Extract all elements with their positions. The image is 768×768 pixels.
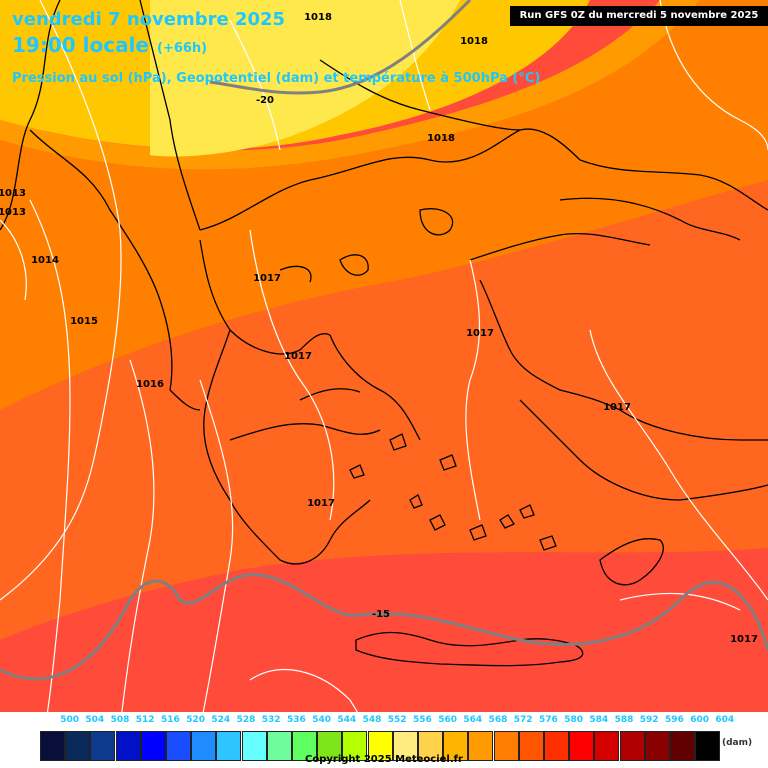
forecast-lead-time: (+66h) (157, 41, 208, 56)
legend-label: 536 (286, 715, 306, 725)
legend-swatch (443, 731, 469, 761)
temperature-label: -20 (256, 95, 274, 106)
isotherms (0, 0, 768, 681)
legend-swatch (518, 731, 544, 761)
legend-label: 544 (337, 715, 357, 725)
legend-swatch (670, 731, 695, 761)
legend-swatch (191, 731, 217, 761)
legend-label: 596 (664, 715, 684, 725)
legend-label: 552 (387, 715, 407, 725)
legend-label: 540 (312, 715, 331, 725)
legend-swatch (569, 731, 595, 761)
legend-swatch (619, 731, 645, 761)
pressure-label: 1013 (0, 188, 26, 199)
legend-swatch (317, 731, 343, 761)
legend-swatch (644, 731, 670, 761)
band-568 (0, 180, 768, 640)
legend-label: 588 (614, 715, 634, 725)
forecast-map: 1018 1018 1018 1013 1013 1014 1015 1016 … (0, 0, 768, 728)
legend-swatch (266, 731, 292, 761)
legend-swatch (292, 731, 317, 761)
legend-label: 604 (715, 715, 735, 725)
coastlines (0, 0, 768, 667)
forecast-time: 19:00 locale (+66h) (12, 33, 207, 57)
legend-label: 580 (564, 715, 583, 725)
legend-swatch (140, 731, 166, 761)
legend-label: 500 (60, 715, 79, 725)
legend-swatch (418, 731, 443, 761)
pressure-label: 1017 (466, 328, 494, 339)
band-564 (0, 0, 768, 410)
legend-swatch (594, 731, 620, 761)
legend-swatch (544, 731, 569, 761)
color-legend: 500 504 508 512 516 520 524 528 532 536 540 544 548 5… (0, 712, 768, 768)
pressure-labels: 1018 1018 1018 1013 1013 1014 1015 1016 … (0, 12, 758, 645)
legend-swatch (695, 731, 721, 761)
legend-swatch (40, 731, 65, 761)
legend-swatch (493, 731, 519, 761)
legend-label: 572 (513, 715, 533, 725)
band-560 (0, 0, 700, 170)
copyright: Copyright 2025 Meteociel.fr (305, 754, 463, 765)
legend-label: 556 (412, 715, 432, 725)
pressure-label: 1018 (427, 133, 455, 144)
legend-label: 592 (639, 715, 659, 725)
legend-unit: (dam) (722, 738, 753, 748)
pressure-label: 1018 (460, 36, 488, 47)
run-info: Run GFS 0Z du mercredi 5 novembre 2025 (510, 6, 768, 26)
isobars (0, 0, 768, 728)
pressure-label: 1016 (136, 379, 164, 390)
legend-label: 564 (463, 715, 483, 725)
pressure-label: 1017 (284, 351, 312, 362)
pressure-label: 1017 (730, 634, 758, 645)
legend-label: 512 (135, 715, 155, 725)
temperature-label: -15 (372, 609, 390, 620)
pressure-label: 1017 (603, 402, 631, 413)
legend-swatch (241, 731, 267, 761)
legend-label: 516 (160, 715, 180, 725)
legend-label: 584 (589, 715, 609, 725)
legend-swatch (90, 731, 116, 761)
temperature-labels: -20 -15 (256, 95, 390, 620)
legend-swatch (166, 731, 191, 761)
forecast-time-value: 19:00 locale (12, 33, 149, 57)
legend-swatch (65, 731, 91, 761)
legend-swatch (115, 731, 141, 761)
legend-label: 520 (186, 715, 205, 725)
legend-label: 528 (236, 715, 256, 725)
legend-swatch (342, 731, 368, 761)
forecast-date: vendredi 7 novembre 2025 (12, 9, 286, 30)
legend-label: 524 (211, 715, 231, 725)
legend-label: 600 (690, 715, 709, 725)
pressure-label: 1017 (307, 498, 335, 509)
legend-label: 532 (261, 715, 281, 725)
pressure-label: 1018 (304, 12, 332, 23)
legend-swatch (367, 731, 393, 761)
legend-label: 560 (438, 715, 457, 725)
legend-swatch (468, 731, 494, 761)
map-subtitle: Pression au sol (hPa), Geopotentiel (dam… (12, 71, 541, 86)
pressure-label: 1014 (31, 255, 59, 266)
pressure-label: 1017 (253, 273, 281, 284)
pressure-label: 1013 (0, 207, 26, 218)
legend-label: 548 (362, 715, 382, 725)
band-548 (150, 0, 460, 157)
legend-label: 508 (110, 715, 130, 725)
pressure-label: 1015 (70, 316, 98, 327)
legend-swatch (216, 731, 242, 761)
legend-label: 576 (538, 715, 558, 725)
legend-swatch (392, 731, 418, 761)
legend-label: 504 (85, 715, 105, 725)
legend-label: 568 (488, 715, 508, 725)
